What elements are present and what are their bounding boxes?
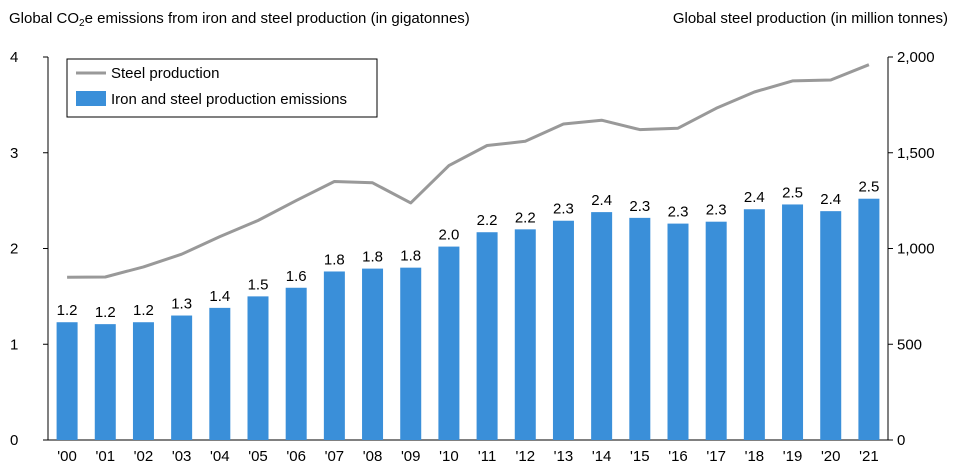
x-axis-tick-label: '19 (783, 448, 803, 465)
x-axis-tick-label: '17 (706, 448, 726, 465)
emissions-bar-label: 1.5 (248, 276, 269, 293)
emissions-bar-label: 1.8 (324, 251, 345, 268)
x-axis: '00 '01 '02 '03 '04 '05 '06 '07 '08 '09 '10 '11 '12 '… (57, 448, 878, 465)
emissions-bar (705, 221, 727, 440)
emissions-bar (400, 267, 422, 440)
bar-labels: 1.2 1.2 1.2 1.3 1.4 1.5 1.6 1.8 1.8 1.8 2.0 2.2 2.2 2… (57, 179, 880, 321)
x-axis-tick-label: '16 (668, 448, 688, 465)
emissions-bar-label: 2.4 (744, 189, 765, 206)
emissions-bar-label: 2.3 (668, 204, 689, 221)
right-axis-tick-label: 500 (897, 336, 922, 353)
legend-label-steel-production: Steel production (111, 65, 219, 82)
emissions-bar-label: 2.0 (438, 227, 459, 244)
emissions-bar (667, 223, 689, 440)
x-axis-tick-label: '21 (859, 448, 879, 465)
right-axis-title: Global steel production (in million tonn… (672, 10, 948, 27)
left-axis-tick-label: 1 (10, 336, 18, 353)
emissions-bar-label: 1.3 (171, 296, 192, 313)
left-axis-title-text-end: e emissions from iron and steel producti… (84, 10, 470, 27)
x-axis-tick-label: '11 (478, 448, 496, 465)
x-axis-tick-label: '02 (134, 448, 154, 465)
legend-box (66, 58, 378, 118)
emissions-bar-label: 2.4 (820, 191, 841, 208)
emissions-bar-label: 1.2 (133, 302, 154, 319)
emissions-bar (782, 204, 804, 440)
x-axis-tick-label: '03 (172, 448, 192, 465)
left-axis-title-text: Global CO (9, 10, 80, 27)
x-axis-tick-label: '00 (57, 448, 77, 465)
emissions-bar (858, 198, 880, 440)
emissions-bar (132, 322, 154, 440)
x-axis-tick-label: '15 (630, 448, 650, 465)
x-axis-tick-label: '10 (439, 448, 459, 465)
emissions-bar (820, 211, 842, 440)
emissions-bar (438, 246, 460, 440)
emissions-bar (285, 287, 307, 440)
legend-label-emissions: Iron and steel production emissions (111, 91, 347, 108)
left-axis-tick-label: 2 (10, 241, 18, 258)
left-axis-tick-label: 3 (10, 145, 18, 162)
right-axis-tick-label: 0 (897, 432, 905, 449)
emissions-bar-label: 2.2 (515, 209, 536, 226)
emissions-bar (552, 220, 574, 440)
x-axis-tick-label: '01 (95, 448, 115, 465)
left-axis-tick-label: 4 (10, 49, 18, 66)
emissions-bar (514, 229, 536, 440)
right-axis-tick-label: 1,000 (897, 241, 935, 258)
x-axis-tick-label: '20 (821, 448, 841, 465)
emissions-bar (743, 209, 765, 440)
legend: Steel production Iron and steel productio… (66, 58, 378, 118)
emissions-bar-label: 2.5 (858, 179, 879, 196)
emissions-bar-label: 2.3 (553, 201, 574, 218)
x-axis-tick-label: '07 (325, 448, 345, 465)
steel-production-line (67, 63, 870, 279)
x-axis-tick-label: '18 (745, 448, 765, 465)
emissions-bar-label: 1.6 (286, 268, 307, 285)
emissions-bar-label: 1.2 (57, 302, 78, 319)
x-axis-tick-label: '12 (515, 448, 535, 465)
emissions-bar (362, 268, 384, 440)
x-axis-tick-label: '04 (210, 448, 230, 465)
emissions-bar-label: 2.2 (477, 212, 498, 229)
x-axis-tick-label: '08 (363, 448, 383, 465)
left-axis-tick-label: 0 (10, 432, 18, 449)
x-axis-tick-label: '05 (248, 448, 268, 465)
x-axis-tick-label: '09 (401, 448, 421, 465)
right-axis-tick-label: 1,500 (897, 145, 935, 162)
emissions-bar-label: 1.8 (362, 249, 383, 266)
emissions-bar-label: 1.2 (95, 304, 116, 321)
left-axis-title-subscript: 2 (79, 18, 85, 29)
left-axis-title: Global CO2e emissions from iron and stee… (9, 10, 470, 29)
left-axis: 0 1 2 3 4 (10, 49, 48, 449)
emissions-bar (94, 324, 116, 440)
emissions-bar (629, 217, 651, 440)
bars (56, 198, 880, 440)
line-layer (67, 63, 870, 279)
legend-bar-swatch (76, 91, 106, 106)
emissions-bar-label: 2.5 (782, 184, 803, 201)
right-axis-tick-label: 2,000 (897, 49, 935, 66)
x-axis-tick-label: '06 (286, 448, 306, 465)
emissions-bar (323, 271, 345, 440)
x-axis-tick-label: '13 (554, 448, 574, 465)
emissions-bar (591, 212, 613, 440)
emissions-bar (476, 232, 498, 440)
emissions-bar-label: 1.4 (209, 288, 230, 305)
emissions-bar-label: 2.4 (591, 192, 612, 209)
emissions-bar-label: 1.8 (400, 248, 421, 265)
right-axis: 0 500 1,000 1,500 2,000 (888, 49, 935, 449)
emissions-bar-label: 2.3 (706, 202, 727, 219)
emissions-bar (171, 315, 193, 440)
emissions-bar (247, 296, 269, 440)
emissions-bar-label: 2.3 (629, 198, 650, 215)
emissions-bar (209, 307, 231, 440)
emissions-bar (56, 322, 78, 440)
x-axis-tick-label: '14 (592, 448, 612, 465)
